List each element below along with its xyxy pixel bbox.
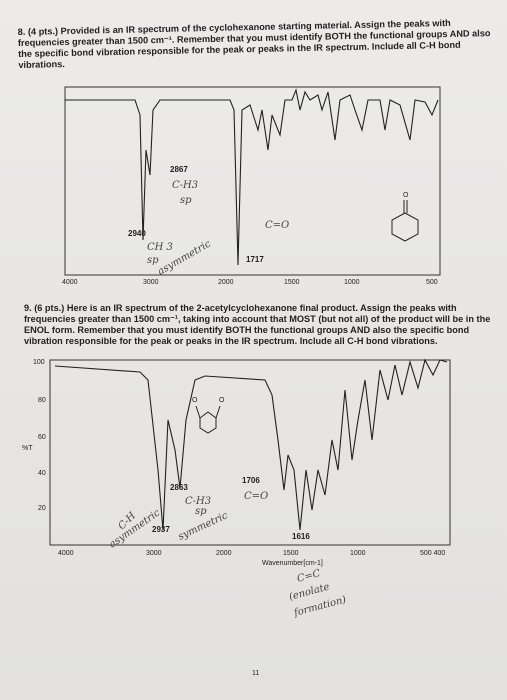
handwritten-note: sp: [147, 255, 159, 266]
y-tick-label: 80: [38, 397, 46, 404]
peak-label: 2940: [128, 229, 146, 238]
peak-label: 2867: [170, 165, 188, 174]
y-tick-label: 100: [33, 359, 45, 366]
x-tick-label: 500 400: [420, 550, 445, 557]
spectrum-frame: [49, 359, 451, 546]
handwritten-note: C-H3: [185, 496, 211, 507]
x-tick-label: 3000: [143, 279, 159, 286]
x-tick-label: 3000: [146, 550, 162, 557]
x-tick-label: 2000: [218, 279, 234, 286]
y-tick-label: 20: [38, 505, 46, 512]
peak-label: 1616: [292, 532, 310, 541]
x-tick-label: 4000: [62, 279, 78, 286]
peak-label: 1706: [242, 476, 260, 485]
x-tick-label: 2000: [216, 550, 232, 557]
y-tick-label: 40: [38, 470, 46, 477]
oxygen-label: O: [192, 397, 198, 404]
peak-label: 1717: [246, 255, 264, 264]
handwritten-note: C=O: [244, 491, 268, 502]
x-tick-label: 1500: [283, 550, 299, 557]
spectrum-trace: [54, 358, 448, 531]
x-axis-label: Wavenumber[cm-1]: [262, 560, 323, 567]
y-axis-label: %T: [22, 445, 33, 452]
y-tick-label: 60: [38, 434, 46, 441]
x-tick-labels: 4000 3000 2000 1500 1000 500: [62, 279, 438, 286]
x-tick-label: 1000: [350, 550, 366, 557]
handwritten-note: CH 3: [147, 242, 173, 253]
handwritten-note: sp: [180, 195, 192, 206]
cyclohexanone: [391, 200, 419, 242]
peak-label: 2937: [152, 525, 170, 534]
oxygen-label: O: [403, 192, 409, 199]
handwritten-note: sp: [195, 506, 207, 517]
handwritten-note: C=O: [265, 220, 289, 231]
spectrum-trace: [65, 88, 439, 266]
page-number: 11: [252, 670, 259, 677]
oxygen-label: O: [219, 397, 225, 404]
handwritten-note: C-H3: [172, 180, 198, 191]
spectrum-frame: [64, 86, 441, 276]
question-9: 9. (6 pts.) Here is an IR spectrum of th…: [24, 303, 491, 346]
peak-label: 2863: [170, 483, 188, 492]
handwritten-note: C=C: [296, 568, 322, 585]
x-tick-label: 1500: [284, 279, 300, 286]
x-tick-label: 1000: [344, 279, 360, 286]
x-tick-label: 4000: [58, 550, 74, 557]
x-tick-label: 500: [426, 279, 438, 286]
acetylcyclohexanone: [195, 405, 221, 434]
